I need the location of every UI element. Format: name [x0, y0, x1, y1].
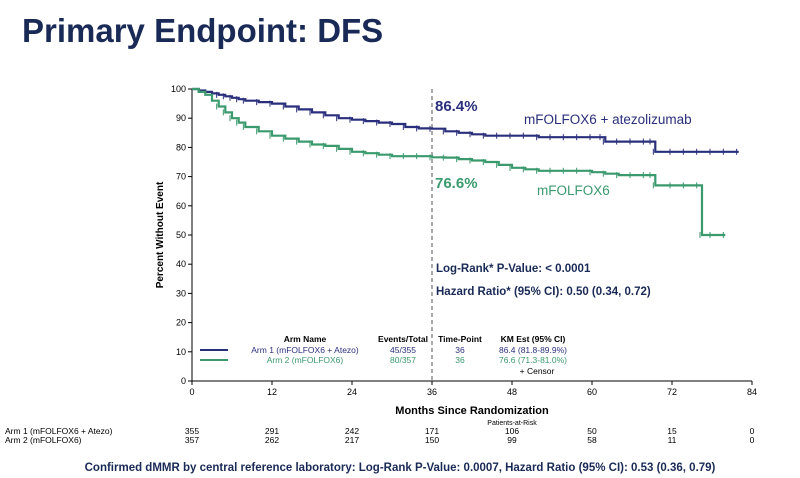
y-tick-label: 70	[176, 172, 186, 182]
legend-header: KM Est (95% CI)	[501, 334, 566, 344]
risk-value: 262	[265, 435, 279, 445]
y-tick-label: 60	[176, 201, 186, 211]
x-tick-label: 0	[189, 387, 194, 397]
x-tick-label: 84	[747, 387, 757, 397]
legend-arm-name: Arm 1 (mFOLFOX6 + Atezo)	[251, 345, 359, 355]
x-tick-label: 72	[667, 387, 677, 397]
risk-value: 217	[345, 435, 359, 445]
slide-title: Primary Endpoint: DFS	[22, 12, 384, 49]
risk-value: 50	[587, 426, 597, 436]
legend-header: Arm Name	[284, 334, 327, 344]
log-rank-text: Log-Rank* P-Value: < 0.0001	[436, 263, 591, 275]
legend-header: Events/Total	[378, 334, 428, 344]
risk-row-label: Arm 1 (mFOLFOX6 + Atezo)	[5, 426, 113, 436]
risk-value: 11	[668, 435, 677, 445]
risk-row-label: Arm 2 (mFOLFOX6)	[5, 435, 82, 445]
risk-value: 99	[507, 435, 517, 445]
y-tick-label: 80	[176, 142, 186, 152]
curves	[192, 87, 739, 238]
arm2-km-value: 76.6%	[435, 175, 478, 192]
y-axis-title: Percent Without Event	[155, 181, 166, 288]
footnote: Confirmed dMMR by central reference labo…	[84, 462, 716, 474]
y-tick-label: 100	[171, 84, 186, 94]
risk-value: 15	[667, 426, 677, 436]
x-axis-title: Months Since Randomization	[395, 405, 549, 417]
hazard-ratio-text: Hazard Ratio* (95% CI): 0.50 (0.34, 0.72…	[436, 286, 651, 298]
risk-value: 242	[345, 426, 359, 436]
risk-value: 171	[425, 426, 439, 436]
y-tick-label: 90	[176, 113, 186, 123]
risk-value: 106	[505, 426, 519, 436]
risk-value: 355	[185, 426, 199, 436]
y-tick-label: 30	[176, 288, 186, 298]
risk-table-title: Patients-at-Risk	[487, 420, 537, 427]
risk-value: 150	[425, 435, 439, 445]
legend-events: 45/355	[390, 345, 416, 355]
risk-value: 0	[750, 426, 755, 436]
y-tick-label: 10	[176, 347, 186, 357]
arm2-curve-label: mFOLFOX6	[537, 183, 610, 198]
legend-km-est: 86.4 (81.8-89.9%)	[499, 345, 567, 355]
legend-arm-name: Arm 2 (mFOLFOX6)	[267, 355, 344, 365]
legend-events: 80/357	[390, 355, 416, 365]
legend-timepoint: 36	[455, 355, 465, 365]
y-tick-label: 0	[181, 376, 186, 386]
y-tick-label: 40	[176, 259, 186, 269]
axes: 0 12 24 36 48 60 72 84 0 10 20 30 40 50 60 70 80 90 100 Mon…	[155, 84, 757, 417]
x-tick-label: 48	[507, 387, 517, 397]
x-tick-label: 60	[587, 387, 597, 397]
risk-value: 0	[750, 435, 755, 445]
legend-timepoint: 36	[455, 345, 465, 355]
arm1-curve-label: mFOLFOX6 + atezolizumab	[524, 112, 692, 127]
x-tick-label: 24	[347, 387, 357, 397]
risk-table: Patients-at-Risk Arm 1 (mFOLFOX6 + Atezo)…	[5, 420, 755, 445]
risk-value: 357	[185, 435, 199, 445]
arm1-km-value: 86.4%	[435, 98, 478, 115]
legend-header: Time-Point	[438, 334, 482, 344]
legend-km-est: 76.6 (71.3-81.0%)	[499, 355, 567, 365]
legend-table: Arm Name Events/Total Time-Point KM Est (95…	[200, 334, 567, 376]
y-tick-label: 50	[176, 230, 186, 240]
x-tick-label: 12	[267, 387, 277, 397]
risk-value: 291	[265, 426, 279, 436]
legend-censor-note: + Censor	[520, 366, 555, 376]
y-tick-label: 20	[176, 318, 186, 328]
risk-value: 58	[587, 435, 597, 445]
x-tick-label: 36	[427, 387, 437, 397]
annotations: 86.4% mFOLFOX6 + atezolizumab 76.6% mFOLFOX…	[435, 98, 692, 298]
